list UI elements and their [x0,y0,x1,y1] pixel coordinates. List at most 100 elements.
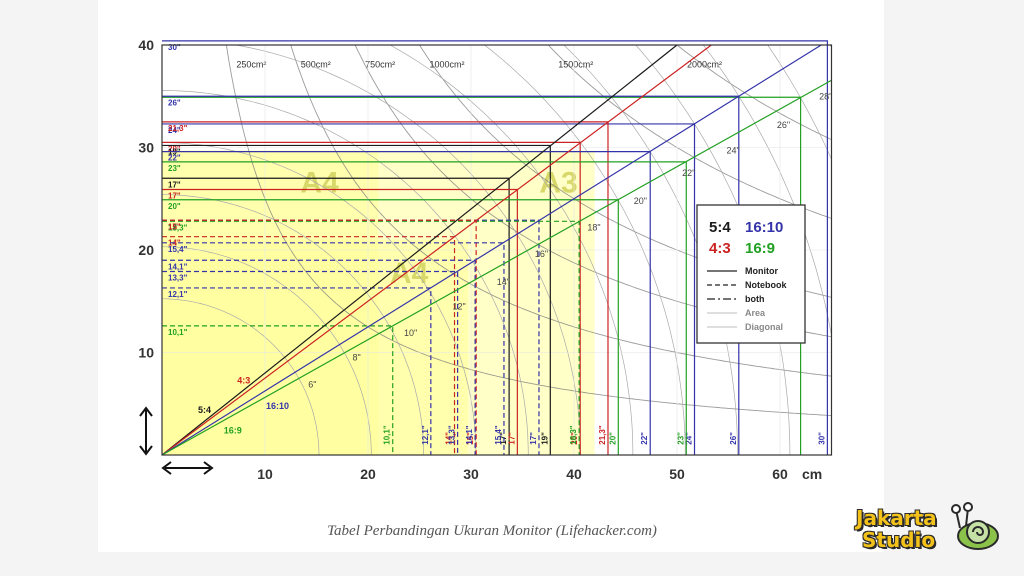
chart-caption: Tabel Perbandingan Ukuran Monitor (Lifeh… [327,523,657,539]
x-tick-label-60: 60 [772,466,788,482]
ratio-label-1: 4:3 [237,375,250,385]
screen-left-label-9: 17" [168,180,181,189]
legend-ratio-1: 16:10 [745,219,783,236]
screen-left-label-16: 15,4" [168,245,188,254]
diagonal-label-8: 22" [682,168,695,178]
screen-bottom-label-16: 15,4" [494,425,503,445]
screen-left-label-18: 13,3" [168,274,188,283]
diagonal-arc-16 [233,45,581,455]
x-unit-label: cm [802,466,822,482]
screen-rect-16 [162,242,505,455]
area-curve-250 [225,45,832,417]
screen-bottom-label-4: 21,3" [598,425,607,445]
legend-style-label-4: Diagonal [745,322,783,332]
screen-left-label-3: 24" [168,126,181,135]
screen-left-label-19: 12,1" [168,290,188,299]
screen-bottom-label-20: 10,1" [383,425,392,445]
y-tick-label-40: 40 [138,37,154,53]
area-label-1500: 1500cm² [558,60,593,70]
screen-bottom-label-18: 13,3" [448,425,457,445]
area-curve-500 [290,45,832,377]
diagonal-label-0: 8" [353,353,361,363]
screen-bottom-label-17: 14,1" [465,425,474,445]
screen-bottom-label-19: 12,1" [421,425,430,445]
diagonal-label-10: 26" [777,120,790,130]
legend-style-label-2: both [745,294,765,304]
ratio-line-4-3 [161,44,712,456]
screen-left-label-0: 30" [168,43,181,52]
screen-left-label-12: 17" [168,222,181,231]
screen-bottom-label-15: 14" [445,432,454,445]
ratio-line-16-10 [161,44,822,456]
paper-label-0: A4 [300,167,339,200]
ratio-label-2: 16:10 [266,401,289,411]
screen-bottom-label-7: 22" [640,432,649,445]
diagonal-label-1: 6" [308,379,316,389]
diagonal-arc-12 [162,142,477,455]
ratio-line-16-9 [161,79,832,456]
diagonal-arc-26 [702,45,832,338]
legend-box [696,204,806,344]
screen-left-label-4: 21,3" [168,124,188,133]
screen-left-label-14: 15" [168,222,181,231]
screen-left-label-5: 20" [168,144,181,153]
screen-left-label-17: 14,1" [168,262,188,271]
legend-ratio-3: 16:9 [745,240,775,257]
ratio-label-3: 16:9 [224,425,242,435]
diagonal-label-11: 28" [819,91,832,101]
screen-left-label-20: 10,1" [168,328,188,337]
screen-bottom-label-2: 26" [729,432,738,445]
screen-bottom-label-8: 23" [676,432,685,445]
diagonal-label-5: 16" [535,249,548,259]
screen-bottom-label-14: 15" [466,432,475,445]
diagonal-label-3: 12" [452,301,465,311]
paper-label-1: A3 [539,167,577,200]
area-curve-2000 [676,45,832,141]
area-label-750: 750cm² [365,60,395,70]
screen-bottom-label-11: 20" [608,432,617,445]
legend-style-label-0: Monitor [745,266,778,276]
screen-bottom-label-12: 17" [529,432,538,445]
legend-style-label-1: Notebook [745,280,787,290]
diagonal-label-4: 14" [497,277,510,287]
area-label-1000: 1000cm² [430,60,465,70]
screen-left-label-8: 23" [168,164,181,173]
area-label-500: 500cm² [301,60,331,70]
paper-label-2: A4 [390,257,429,290]
ratio-line-5-4 [161,44,678,456]
screen-bottom-label-5: 20" [570,432,579,445]
screen-rect-20 [162,325,394,455]
screen-bottom-label-3: 24" [685,432,694,445]
y-tick-label-30: 30 [138,140,154,156]
legend-ratio-2: 4:3 [709,240,731,257]
screen-left-label-13: 18,3" [168,223,188,232]
snail-mascot-icon [951,502,999,550]
x-tick-label-50: 50 [669,466,685,482]
y-tick-label-10: 10 [138,345,154,361]
diagonal-arc-14 [162,90,529,455]
y-tick-label-20: 20 [138,242,154,258]
screen-rect-0 [162,40,828,455]
brand-logo: Jakarta Studio [856,500,1006,560]
brand-line2: Studio [862,528,936,552]
screen-bottom-label-0: 30" [817,432,826,445]
screen-bottom-label-10: 17" [507,432,516,445]
vertical-arrow-icon [139,406,153,456]
legend-style-label-3: Area [745,308,766,318]
screen-left-label-10: 17" [168,192,181,201]
screen-bottom-label-6: 19" [540,432,549,445]
screen-left-label-11: 20" [168,202,181,211]
diagonal-label-6: 18" [587,223,600,233]
plot-frame [161,44,833,456]
x-tick-label-40: 40 [566,466,582,482]
diagonal-label-2: 10" [404,328,417,338]
diagonal-label-7: 20" [634,196,647,206]
screen-bottom-label-13: 18,3" [569,425,578,445]
area-label-2000: 2000cm² [687,60,722,70]
diagonal-arc-10 [162,194,424,455]
horizontal-arrow-icon [161,461,214,475]
diagonal-arc-6 [162,298,320,455]
area-label-250: 250cm² [236,60,266,70]
screen-left-label-2: 26" [168,98,181,107]
